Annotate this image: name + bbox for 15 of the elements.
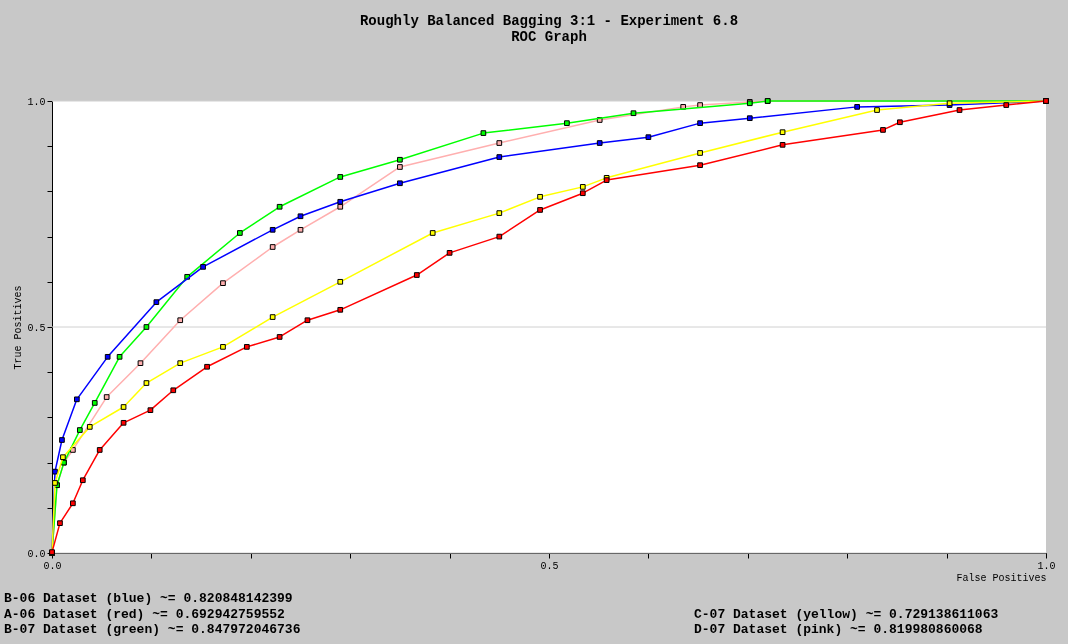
x-axis-title: False Positives bbox=[956, 572, 1047, 584]
y-tick-label: 0.0 bbox=[27, 548, 46, 560]
y-tick-label: 1.0 bbox=[27, 96, 46, 108]
y-tick-label: 0.5 bbox=[27, 322, 46, 334]
text: A-06 Dataset (red) ~= 0.692942759552 bbox=[4, 606, 286, 622]
chart-title: Roughly Balanced Bagging 3:1 - Experiment 6.8 bbox=[359, 13, 739, 29]
text: B-07 Dataset (green) ~= 0.847972046736 bbox=[4, 622, 301, 637]
x-tick-label: 0.5 bbox=[540, 560, 559, 572]
y-axis-title: True Positives bbox=[13, 285, 25, 370]
text: D-07 Dataset (pink) ~= 0.819980860068 bbox=[694, 622, 983, 637]
x-tick-label: 0.0 bbox=[43, 560, 62, 572]
text: B-06 Dataset (blue) ~= 0.820848142399 bbox=[4, 591, 293, 606]
text: C-07 Dataset (yellow) ~= 0.729138611063 bbox=[694, 606, 999, 622]
x-tick-label: 1.0 bbox=[1037, 560, 1056, 572]
chart-subtitle: ROC Graph bbox=[511, 29, 587, 45]
